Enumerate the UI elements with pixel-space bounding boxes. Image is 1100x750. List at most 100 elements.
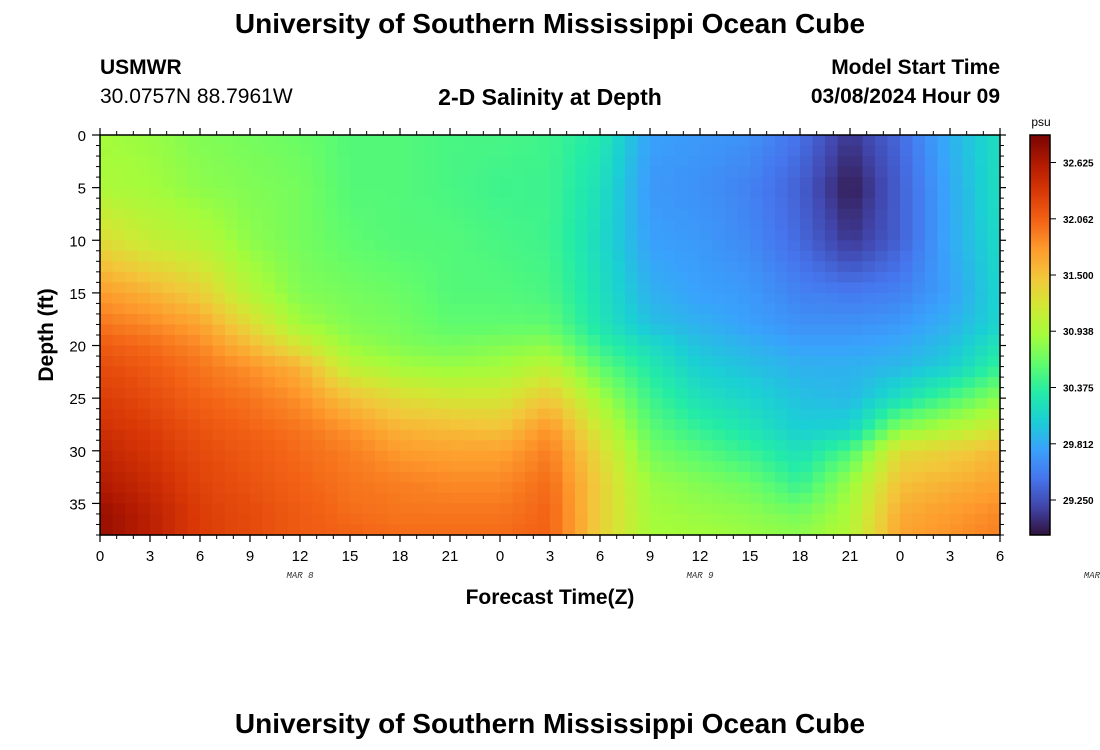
heatmap-cell	[537, 377, 551, 389]
heatmap-cell	[587, 324, 601, 336]
heatmap-cell	[162, 166, 176, 178]
heatmap-cell	[350, 208, 364, 220]
heatmap-cell	[887, 324, 901, 336]
heatmap-cell	[400, 156, 414, 168]
heatmap-cell	[487, 198, 501, 210]
heatmap-cell	[525, 156, 539, 168]
heatmap-cell	[125, 513, 139, 526]
heatmap-cell	[250, 250, 264, 262]
heatmap-cell	[937, 377, 951, 389]
heatmap-cell	[912, 292, 926, 305]
heatmap-cell	[650, 450, 664, 462]
heatmap-cell	[300, 450, 314, 462]
heatmap-cell	[800, 440, 814, 452]
heatmap-cell	[962, 324, 976, 336]
heatmap-cell	[675, 408, 689, 420]
heatmap-cell	[812, 450, 826, 462]
heatmap-cell	[987, 408, 1001, 420]
heatmap-cell	[887, 313, 901, 326]
heatmap-cell	[437, 524, 451, 536]
heatmap-cell	[900, 492, 914, 505]
heatmap-cell	[500, 345, 514, 357]
heatmap-cell	[900, 419, 914, 431]
heatmap-cell	[862, 335, 876, 347]
heatmap-cell	[275, 398, 289, 410]
heatmap-cell	[887, 335, 901, 347]
heatmap-cell	[625, 156, 639, 168]
heatmap-cell	[350, 250, 364, 262]
heatmap-cell	[925, 513, 939, 526]
heatmap-cell	[425, 482, 439, 494]
heatmap-cell	[962, 398, 976, 410]
heatmap-cell	[287, 271, 301, 283]
heatmap-cell	[325, 450, 339, 462]
heatmap-cell	[300, 208, 314, 220]
heatmap-cell	[975, 408, 989, 420]
heatmap-cell	[950, 461, 964, 473]
heatmap-cell	[300, 282, 314, 294]
heatmap-cell	[250, 398, 264, 410]
heatmap-cell	[325, 503, 339, 515]
heatmap-cell	[237, 271, 251, 283]
heatmap-cell	[775, 419, 789, 431]
heatmap-cell	[987, 398, 1001, 410]
heatmap-cell	[262, 419, 276, 431]
date-label: MAR 10	[1084, 571, 1100, 581]
heatmap-cell	[862, 450, 876, 462]
heatmap-cell	[812, 471, 826, 483]
heatmap-cell	[350, 292, 364, 305]
heatmap-cell	[637, 471, 651, 483]
heatmap-cell	[575, 250, 589, 262]
heatmap-cell	[212, 356, 226, 368]
heatmap-cell	[387, 177, 401, 189]
heatmap-cell	[787, 387, 801, 399]
heatmap-cell	[100, 156, 114, 168]
heatmap-cell	[812, 166, 826, 178]
heatmap-cell	[725, 503, 739, 515]
heatmap-cell	[412, 503, 426, 515]
heatmap-cell	[162, 156, 176, 168]
heatmap-cell	[775, 198, 789, 210]
heatmap-cell	[687, 471, 701, 483]
heatmap-cell	[725, 492, 739, 505]
heatmap-cell	[600, 366, 614, 378]
heatmap-cell	[137, 219, 151, 231]
heatmap-cell	[975, 324, 989, 336]
heatmap-cell	[187, 503, 201, 515]
heatmap-cell	[987, 282, 1001, 294]
heatmap-cell	[337, 250, 351, 262]
heatmap-cell	[875, 324, 889, 336]
heatmap-cell	[587, 345, 601, 357]
heatmap-cell	[275, 219, 289, 231]
heatmap-cell	[825, 324, 839, 336]
heatmap-cell	[162, 240, 176, 252]
heatmap-cell	[812, 335, 826, 347]
heatmap-cell	[662, 503, 676, 515]
heatmap-cell	[762, 450, 776, 462]
heatmap-cell	[612, 303, 626, 315]
heatmap-cell	[625, 303, 639, 315]
heatmap-cell	[975, 440, 989, 452]
heatmap-cell	[587, 461, 601, 473]
heatmap-cell	[525, 419, 539, 431]
heatmap-cell	[912, 177, 926, 189]
heatmap-cell	[175, 387, 189, 399]
heatmap-cell	[512, 261, 526, 273]
heatmap-cell	[875, 408, 889, 420]
heatmap-cell	[912, 461, 926, 473]
heatmap-cell	[775, 461, 789, 473]
heatmap-cell	[750, 240, 764, 252]
heatmap-cell	[400, 366, 414, 378]
heatmap-cell	[275, 145, 289, 157]
heatmap-cell	[837, 229, 851, 241]
heatmap-cell	[362, 482, 376, 494]
heatmap-cell	[100, 303, 114, 315]
heatmap-cell	[937, 429, 951, 441]
heatmap-cell	[800, 419, 814, 431]
heatmap-cell	[987, 419, 1001, 431]
heatmap-cell	[450, 208, 464, 220]
heatmap-cell	[800, 356, 814, 368]
heatmap-cell	[450, 356, 464, 368]
heatmap-cell	[575, 471, 589, 483]
heatmap-cell	[387, 450, 401, 462]
